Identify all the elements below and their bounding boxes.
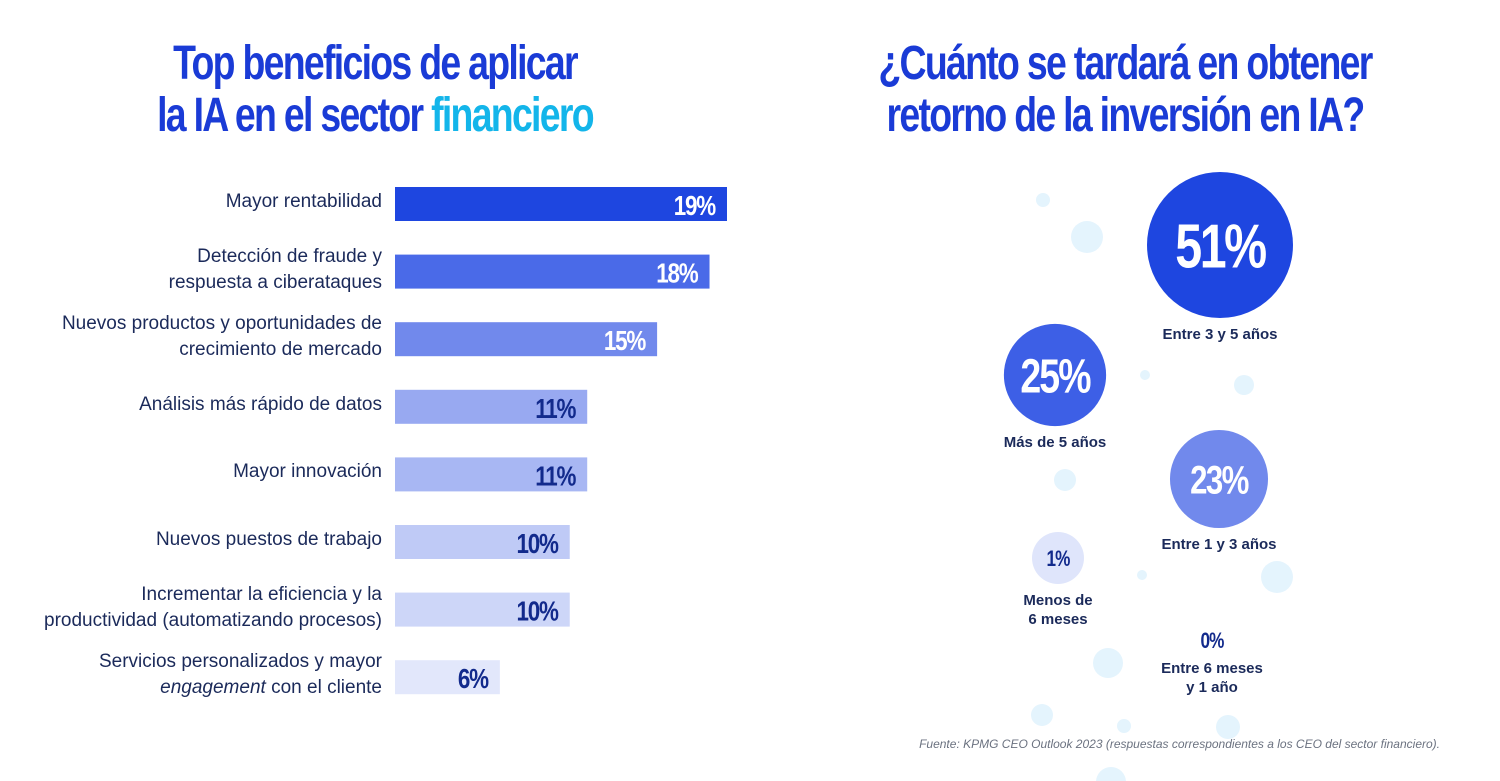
bubble-1 (1147, 172, 1293, 318)
bar-category-label-6: Nuevos puestos de trabajo (156, 527, 382, 553)
decorative-bubble-10 (1117, 719, 1131, 733)
bar-category-label-7: Incrementar la eficiencia y la productivi… (44, 582, 382, 634)
bar-4 (395, 389, 588, 424)
bubble-category-label-2-line-1: Más de 5 años (1004, 434, 1107, 451)
bar-category-label-6-line-1: Nuevos puestos de trabajo (155, 529, 382, 550)
bar-category-label-2-line-1: Detección de fraude y (197, 245, 382, 267)
decorative-bubble-4 (1140, 370, 1150, 380)
bar-category-label-3-line-2: crecimiento de mercado (179, 339, 382, 361)
bar-category-label-8-line-1: Servicios personalizados y mayor (98, 651, 382, 673)
bar-category-label-8: Servicios personalizados y mayor engageme… (99, 649, 382, 701)
bar-2 (395, 254, 710, 289)
decorative-bubble-12 (1096, 767, 1126, 781)
bar-category-label-5-line-1: Mayor innovación (233, 461, 382, 483)
bar-category-label-7-line-2: productividad (automatizando procesos) (44, 609, 382, 631)
left-title-line-1: Top beneficios de aplicar (173, 37, 578, 90)
bar-category-label-8-line-2: engagement con el cliente (160, 677, 382, 699)
decorative-bubble-8 (1093, 648, 1123, 678)
bar-category-label-2: Detección de fraude y respuesta a ciberat… (169, 244, 382, 296)
right-chart-title: ¿Cuánto se tardará en obtener retorno de… (833, 38, 1418, 142)
bubble-category-label-5-line-2: y 1 año (1186, 679, 1238, 696)
bar-6 (395, 525, 570, 559)
right-title-line-2: retorno de la inversión en IA? (886, 89, 1366, 142)
bar-category-label-1-line-1: Mayor rentabilidad (225, 191, 382, 212)
bar-value-label-2: 18% (656, 258, 698, 289)
bar-category-label-2-line-2: respuesta a ciberataques (168, 271, 382, 293)
bar-5 (395, 457, 588, 492)
bar-category-label-3: Nuevos productos y oportunidades de creci… (62, 311, 382, 363)
decorative-bubble-7 (1261, 561, 1293, 593)
bar-8 (395, 660, 500, 695)
bubble-category-label-5-line-1: Entre 6 meses (1161, 660, 1263, 677)
bubble-category-label-1-line-1: Entre 3 y 5 años (1162, 326, 1277, 343)
bubble-value-label-4: 1% (1046, 547, 1070, 572)
bubble-3 (1169, 429, 1269, 529)
bubble-value-label-3: 23% (1190, 458, 1249, 503)
bar-3 (395, 322, 658, 357)
right-title-line-1: ¿Cuánto se tardará en obtener (878, 37, 1373, 90)
bar-value-label-4: 11% (535, 394, 576, 425)
benefits-bar-chart: 19% 18% 15% 11% 11% 10% 10% 6% (395, 187, 727, 695)
source-note: Fuente: KPMG CEO Outlook 2023 (respuesta… (919, 737, 1440, 751)
bar-7 (395, 592, 570, 627)
bubble-value-label-2: 25% (1020, 350, 1091, 404)
bar-value-label-7: 10% (517, 596, 559, 627)
decorative-bubble-11 (1216, 715, 1240, 739)
bar-category-label-3-line-1: Nuevos productos y oportunidades de (61, 313, 382, 335)
bar-value-label-5: 11% (535, 461, 576, 492)
bar-1 (395, 187, 727, 221)
decorative-bubble-9 (1031, 704, 1053, 726)
bar-value-label-8: 6% (458, 664, 489, 695)
bar-value-label-3: 15% (604, 326, 646, 357)
bubble-2 (1003, 323, 1107, 427)
bar-category-label-4-line-1: Análisis más rápido de datos (139, 393, 382, 415)
bar-category-label-7-line-1: Incrementar la eficiencia y la (141, 583, 382, 605)
left-title-line-2-prefix: la IA en el sector (157, 89, 432, 142)
bar-category-label-1: Mayor rentabilidad (226, 189, 382, 215)
bar-category-label-5: Mayor innovación (233, 459, 382, 485)
bar-value-label-6: 10% (517, 529, 559, 560)
bubble-value-label-1: 51% (1175, 212, 1266, 281)
bubble-category-label-3-line-1: Entre 1 y 3 años (1161, 536, 1276, 553)
left-title-accent-word: financiero (431, 89, 594, 142)
decorative-bubble-6 (1137, 570, 1147, 580)
decorative-bubble-2 (1071, 221, 1103, 253)
bar-value-label-1: 19% (674, 191, 716, 222)
bubble-category-label-4-line-2: 6 meses (1028, 611, 1087, 628)
decorative-bubble-3 (1234, 375, 1254, 395)
decorative-bubble-5 (1054, 469, 1076, 491)
left-title-line-2: la IA en el sector financiero (83, 90, 668, 142)
bubble-value-label-5: 0% (1200, 629, 1224, 654)
bubble-category-label-4-line-1: Menos de (1023, 592, 1092, 609)
decorative-bubble-1 (1036, 193, 1050, 207)
bar-category-label-4: Análisis más rápido de datos (139, 392, 382, 418)
bubble-4 (1032, 532, 1084, 584)
left-chart-title: Top beneficios de aplicar la IA en el se… (83, 38, 668, 142)
